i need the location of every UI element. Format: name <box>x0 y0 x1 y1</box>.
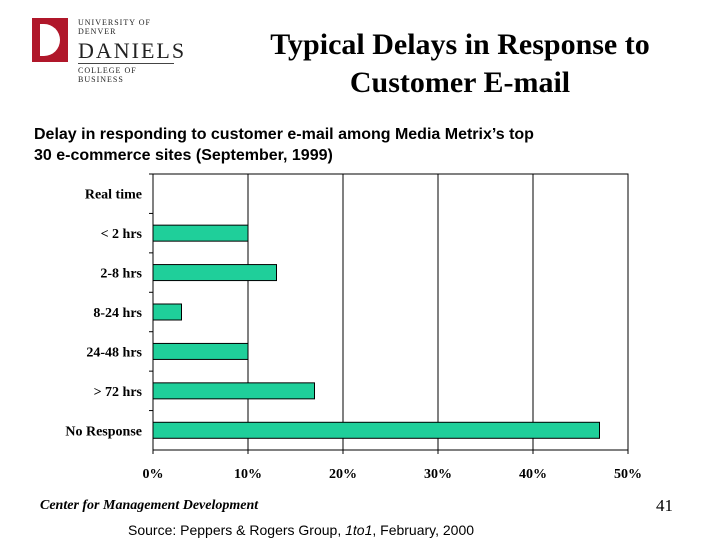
title-line-1: Typical Delays in Response to <box>270 28 650 61</box>
source-italic: 1to1 <box>345 522 373 538</box>
subtitle-line-1: Delay in responding to customer e-mail a… <box>34 126 534 143</box>
bar <box>152 382 315 400</box>
logo-college: COLLEGE OF BUSINESS <box>78 63 174 84</box>
x-tick-label: 20% <box>329 467 357 482</box>
bar <box>152 264 277 282</box>
logo-mark-icon <box>32 18 68 62</box>
slide-title: Typical Delays in Response to Customer E… <box>200 26 720 102</box>
x-tick-label: 50% <box>614 467 642 482</box>
subtitle-line-2: 30 e-commerce sites (September, 1999) <box>34 147 333 164</box>
source-note: Source: Peppers & Rogers Group, 1to1, Fe… <box>128 522 474 538</box>
bar <box>152 303 182 321</box>
x-tick-label: 40% <box>519 467 547 482</box>
bar <box>152 421 600 439</box>
category-label: 8-24 hrs <box>93 306 142 321</box>
logo-text: UNIVERSITY OF DENVER DANIELS COLLEGE OF … <box>78 16 186 84</box>
title-line-2: Customer E-mail <box>349 66 571 99</box>
category-label: Real time <box>85 188 142 203</box>
category-label: < 2 hrs <box>101 227 143 242</box>
category-label: > 72 hrs <box>94 385 143 400</box>
category-label: 24-48 hrs <box>86 345 142 360</box>
plot-area <box>152 173 629 451</box>
x-tick-label: 10% <box>234 467 262 482</box>
source-suffix: , February, 2000 <box>372 522 475 538</box>
daniels-logo: UNIVERSITY OF DENVER DANIELS COLLEGE OF … <box>32 16 184 86</box>
page-number: 41 <box>656 496 673 515</box>
bar <box>152 224 249 242</box>
category-label: 2-8 hrs <box>100 267 142 282</box>
source-prefix: Source: Peppers & Rogers Group, <box>128 522 346 538</box>
category-label: No Response <box>65 424 142 439</box>
logo-name: DANIELS <box>78 38 187 63</box>
footer-org: Center for Management Development <box>40 498 259 513</box>
x-tick-label: 30% <box>424 467 452 482</box>
bar <box>152 342 249 360</box>
x-tick-label: 0% <box>143 467 164 482</box>
chart-subtitle: Delay in responding to customer e-mail a… <box>34 124 694 166</box>
logo-university: UNIVERSITY OF DENVER <box>78 18 151 36</box>
